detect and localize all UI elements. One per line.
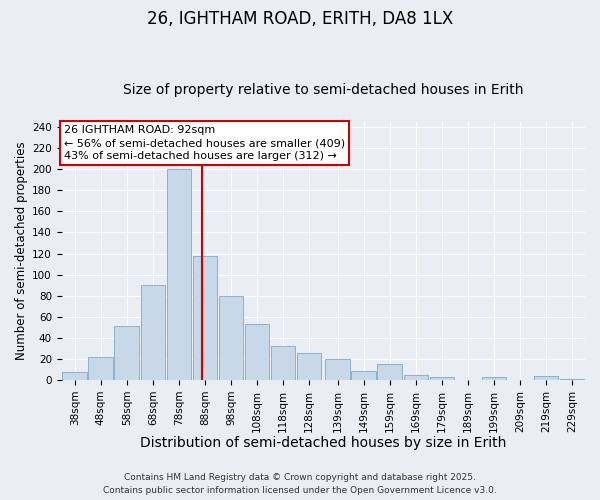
Bar — [482, 377, 506, 380]
Bar — [271, 346, 295, 380]
Text: 26 IGHTHAM ROAD: 92sqm
← 56% of semi-detached houses are smaller (409)
43% of se: 26 IGHTHAM ROAD: 92sqm ← 56% of semi-det… — [64, 125, 346, 162]
Bar — [560, 379, 584, 380]
Bar — [62, 372, 87, 380]
Text: 26, IGHTHAM ROAD, ERITH, DA8 1LX: 26, IGHTHAM ROAD, ERITH, DA8 1LX — [147, 10, 453, 28]
Bar — [325, 359, 350, 380]
Bar — [534, 376, 558, 380]
Bar — [377, 364, 402, 380]
Bar — [115, 326, 139, 380]
Bar — [352, 370, 376, 380]
Bar — [140, 285, 165, 380]
Bar — [297, 352, 321, 380]
Bar — [193, 256, 217, 380]
Y-axis label: Number of semi-detached properties: Number of semi-detached properties — [15, 142, 28, 360]
Bar — [245, 324, 269, 380]
Bar — [88, 357, 113, 380]
Bar — [404, 374, 428, 380]
Bar — [167, 169, 191, 380]
Title: Size of property relative to semi-detached houses in Erith: Size of property relative to semi-detach… — [123, 83, 524, 97]
X-axis label: Distribution of semi-detached houses by size in Erith: Distribution of semi-detached houses by … — [140, 436, 506, 450]
Text: Contains HM Land Registry data © Crown copyright and database right 2025.
Contai: Contains HM Land Registry data © Crown c… — [103, 474, 497, 495]
Bar — [218, 296, 243, 380]
Bar — [430, 377, 454, 380]
